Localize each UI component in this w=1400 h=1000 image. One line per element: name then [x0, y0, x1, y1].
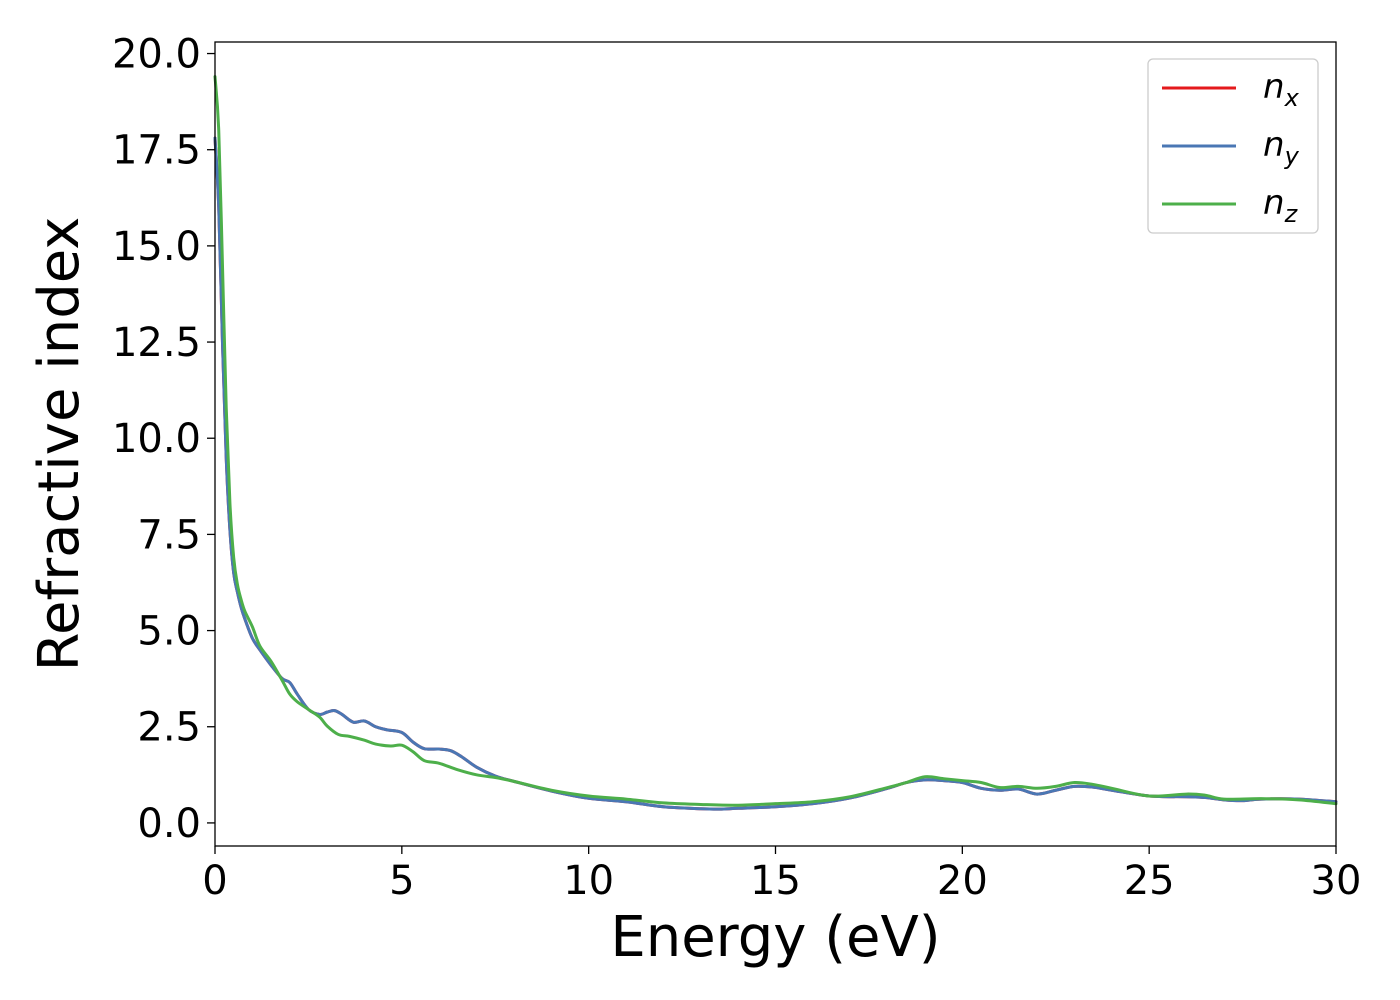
- x-tick-label: 15: [750, 858, 801, 904]
- y-tick-label: 5.0: [137, 609, 201, 655]
- legend-subscript: z: [1284, 200, 1299, 228]
- legend-subscript: x: [1284, 84, 1300, 112]
- x-tick-label: 20: [937, 858, 988, 904]
- y-tick-label: 7.5: [137, 512, 201, 558]
- y-tick-label: 2.5: [137, 705, 201, 751]
- series-line-ny: [213, 136, 1338, 811]
- y-axis-title: Refractive index: [27, 217, 92, 672]
- x-tick-label: 10: [563, 858, 614, 904]
- y-tick-label: 15.0: [112, 224, 201, 270]
- x-axis-title: Energy (eV): [610, 905, 940, 970]
- series-layer: [213, 75, 1338, 811]
- y-tick-label: 12.5: [112, 320, 201, 366]
- legend-label-ny: ny: [1263, 125, 1300, 170]
- legend-subscript: y: [1284, 142, 1300, 170]
- x-axis: 0 5 10 15 20 25 30: [202, 846, 1361, 904]
- x-tick-label: 0: [202, 858, 227, 904]
- y-tick-label: 17.5: [112, 128, 201, 174]
- y-axis: 0.0 2.5 5.0 7.5 10.0 12.5 15.0 17.5 20.0: [112, 32, 215, 847]
- series-line-nz: [213, 75, 1338, 807]
- y-tick-label: 0.0: [137, 801, 201, 847]
- x-tick-label: 30: [1311, 858, 1362, 904]
- y-tick-label: 10.0: [112, 416, 201, 462]
- y-tick-label: 20.0: [112, 32, 201, 78]
- x-tick-label: 25: [1124, 858, 1175, 904]
- x-tick-label: 5: [389, 858, 414, 904]
